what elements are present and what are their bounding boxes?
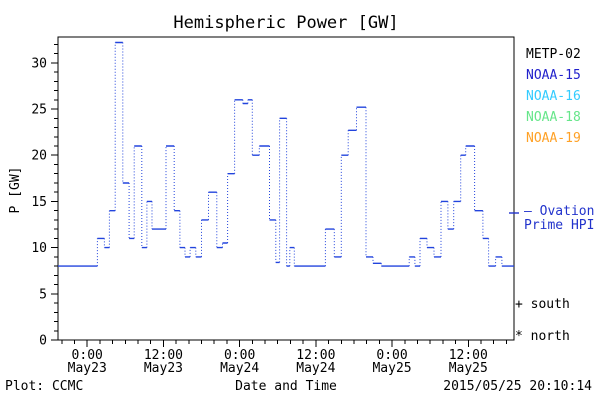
- y-tick-label: 25: [31, 103, 47, 118]
- x-tick-date-label: May23: [68, 361, 107, 376]
- model-legend-line1: — Ovation: [524, 204, 595, 219]
- y-tick-label: 30: [31, 56, 47, 71]
- y-axis-title: P [GW]: [8, 166, 23, 214]
- x-tick-date-label: May25: [372, 361, 411, 376]
- x-tick-date-label: May24: [296, 361, 335, 376]
- x-tick-time-label: 0:00: [72, 348, 103, 363]
- plot-frame: [57, 36, 515, 341]
- x-tick-time-label: 12:00: [144, 348, 183, 363]
- x-tick-time-label: 0:00: [376, 348, 407, 363]
- y-tick-label: 10: [31, 241, 47, 256]
- legend-item-noaa-15: NOAA-15: [526, 68, 581, 83]
- north-marker-label: * north: [515, 329, 570, 344]
- x-tick-time-label: 12:00: [296, 348, 335, 363]
- x-axis-title: Date and Time: [235, 379, 337, 394]
- x-tick-time-label: 0:00: [224, 348, 255, 363]
- y-tick-label: 20: [31, 149, 47, 164]
- plot-source-label: Plot: CCMC: [5, 379, 84, 394]
- x-tick-time-label: 12:00: [449, 348, 488, 363]
- satellite-legend: METP-02 NOAA-15 NOAA-16 NOAA-18 NOAA-19: [526, 44, 581, 149]
- hpi-step-connectors: [96, 42, 503, 267]
- south-marker-label: + south: [515, 297, 570, 312]
- hpi-step-line: [58, 41, 514, 267]
- y-tick-label: 0: [39, 334, 47, 349]
- x-tick-date-label: May25: [449, 361, 488, 376]
- x-tick-date-label: May24: [220, 361, 259, 376]
- legend-item-metp-02: METP-02: [526, 47, 581, 62]
- x-tick-date-label: May23: [144, 361, 183, 376]
- legend-item-noaa-18: NOAA-18: [526, 110, 581, 125]
- y-tick-label: 15: [31, 195, 47, 210]
- chart-title: Hemispheric Power [GW]: [173, 13, 399, 33]
- y-tick-label: 5: [39, 287, 47, 302]
- model-legend-line2: Prime HPI: [524, 218, 595, 233]
- timestamp-label: 2015/05/25 20:10:14: [443, 379, 592, 394]
- model-legend: — Ovation Prime HPI: [524, 205, 594, 233]
- legend-item-noaa-19: NOAA-19: [526, 131, 581, 146]
- legend-item-noaa-16: NOAA-16: [526, 89, 581, 104]
